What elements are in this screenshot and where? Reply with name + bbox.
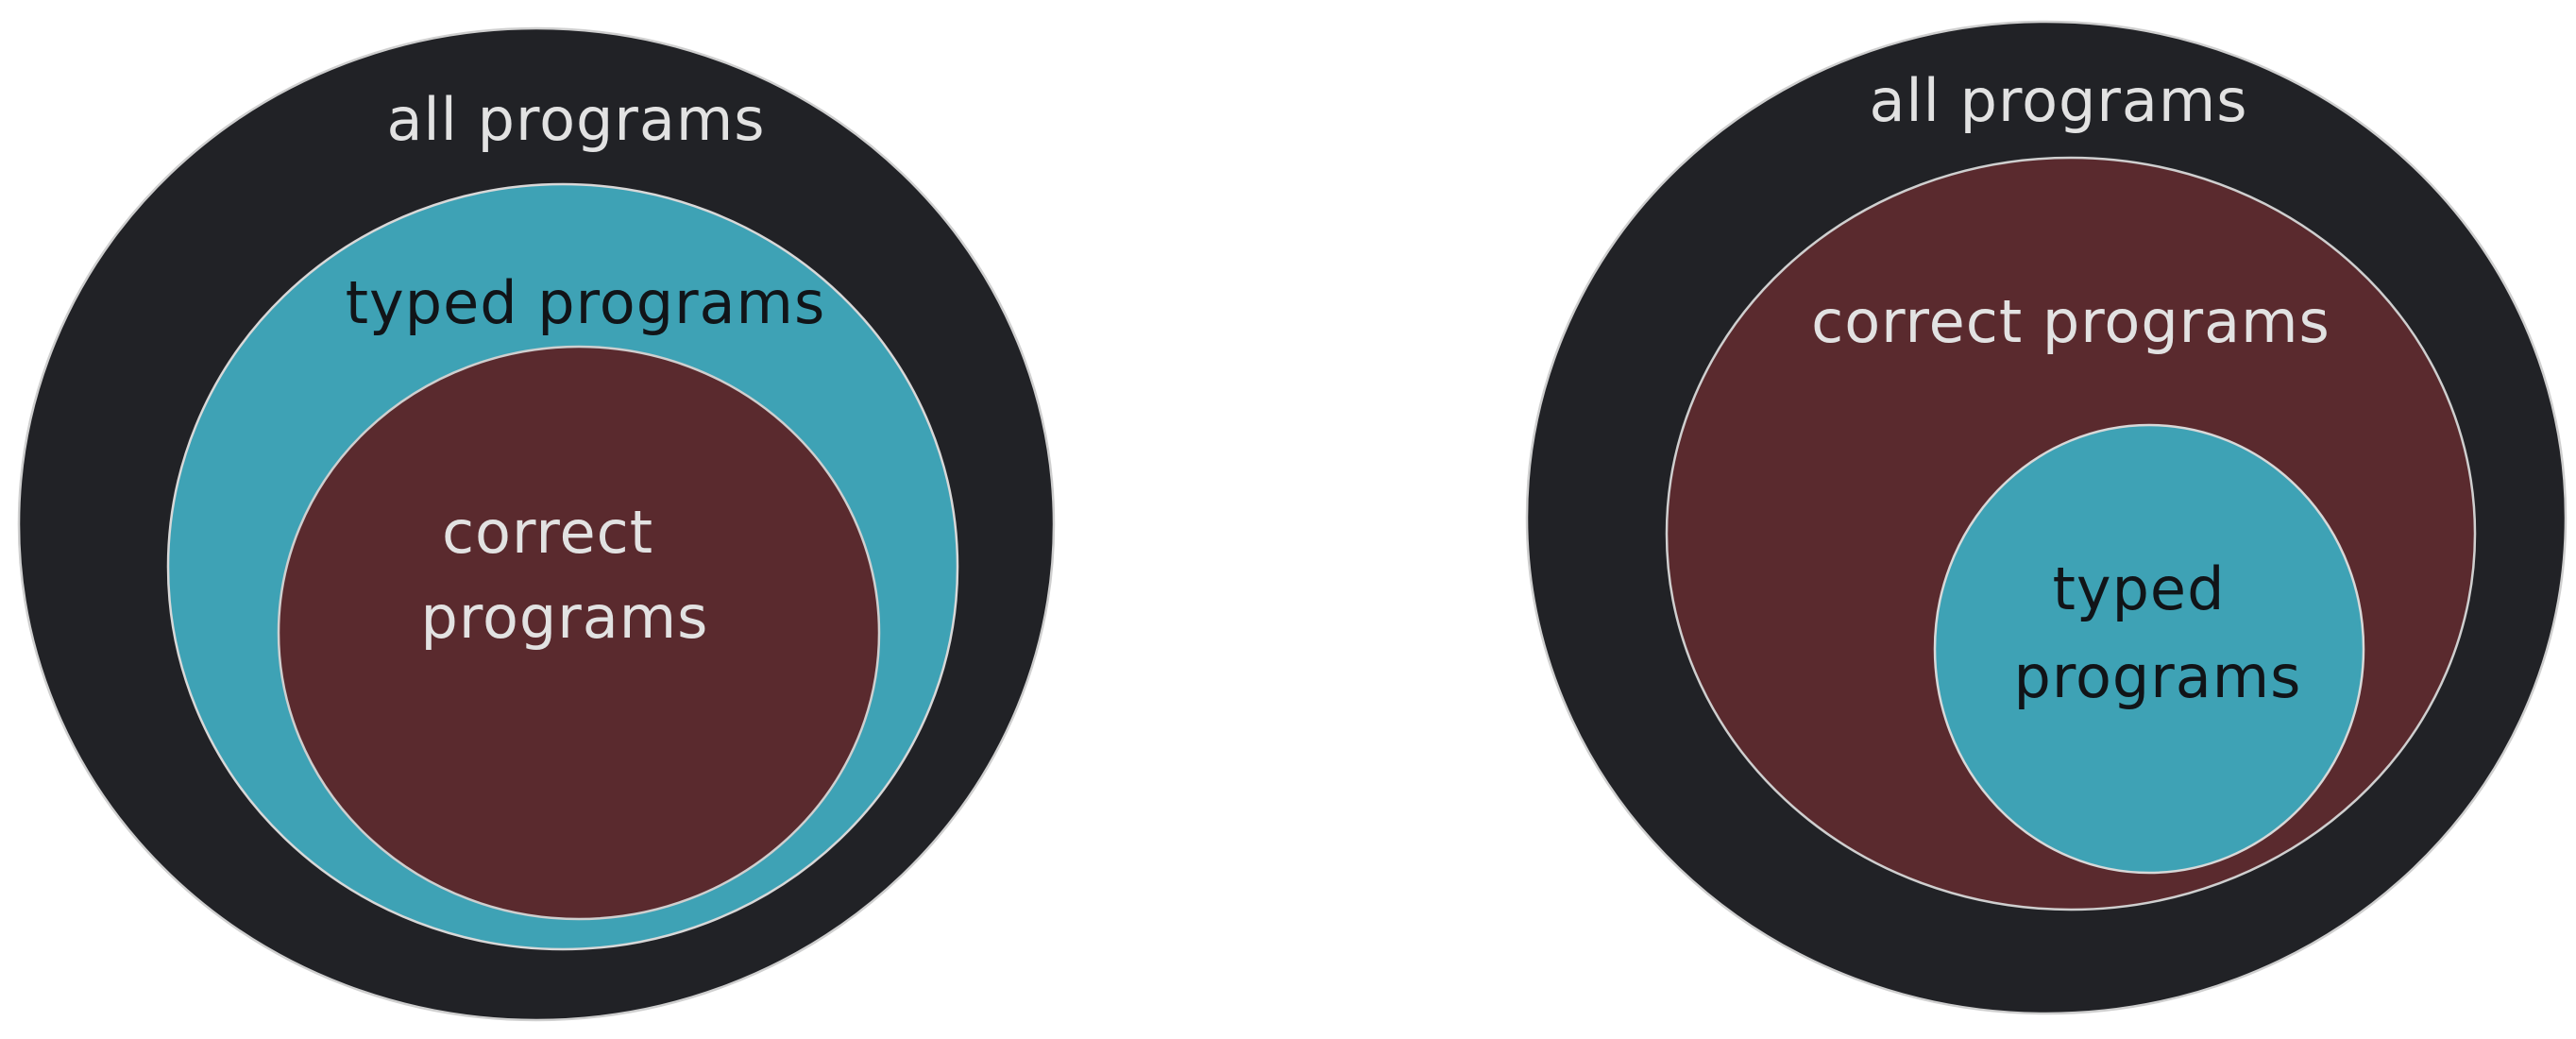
left-correct-programs-label-line1: correct <box>442 498 653 567</box>
left-correct-programs-label-line2: programs <box>421 583 709 652</box>
left-all-programs-label: all programs <box>386 85 765 154</box>
right-correct-programs-label: correct programs <box>1811 287 2330 356</box>
right-typed-programs-label-line1: typed <box>2053 554 2226 623</box>
right-typed-programs-label-line2: programs <box>2014 642 2302 711</box>
right-typed-programs-circle <box>1933 423 2365 875</box>
right-diagram: all programs correct programs typed prog… <box>1525 20 2568 1015</box>
right-all-programs-label: all programs <box>1869 66 2247 135</box>
left-typed-programs-label: typed programs <box>346 268 826 337</box>
left-diagram: all programs typed programs correct prog… <box>17 26 1056 1022</box>
left-correct-programs-circle <box>277 345 881 921</box>
